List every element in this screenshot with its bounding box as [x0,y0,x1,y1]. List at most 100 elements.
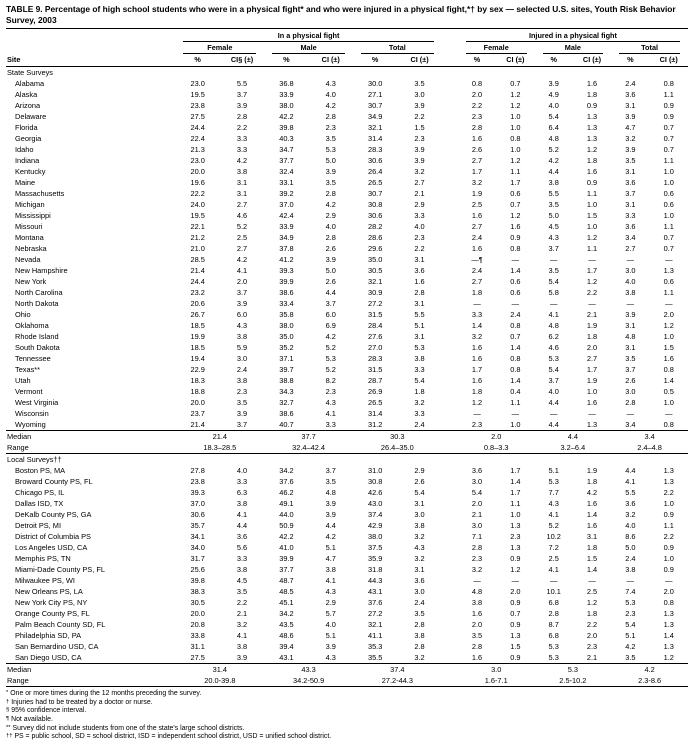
percent-header: % [457,54,497,68]
ci-cell: 1.1 [663,90,674,100]
percent-cell: 4.0 [625,521,636,531]
stat-value-cell: 1.6-7.1 [457,675,535,688]
percent-cell: 21.2 [190,233,205,243]
stat-label-cell: Range [6,442,176,455]
ci-cell: 1.0 [663,211,674,221]
ci-cell: — [665,255,673,265]
stat-value-cell: 27.2-44.3 [352,675,442,688]
ci-cell: 4.0 [414,222,425,232]
ci-cell: 0.8 [510,244,521,254]
percent-cell: 27.5 [190,653,205,663]
percent-cell: 3.4 [625,233,636,243]
column-gap [442,287,458,298]
percent-cell: 1.6 [471,134,483,144]
percent-cell: 27.1 [367,90,383,100]
percent-cell: 30.5 [190,598,205,608]
ci-cell: 0.5 [663,387,674,397]
ci-cell: 1.3 [586,123,598,133]
percent-cell: 44.3 [367,576,383,586]
ci-cell: 3.8 [236,642,248,652]
percent-cell: —¶ [471,255,483,265]
percent-cell: 28.5 [190,255,205,265]
ci-cell: 3.9 [236,653,248,663]
column-gap [442,166,458,177]
percent-cell: 32.1 [367,620,383,630]
percent-cell: 5.3 [548,477,559,487]
column-gap [441,442,458,455]
ci-cell: 2.4 [236,365,248,375]
percent-cell: 2.0 [471,620,483,630]
ci-cell: 3.3 [414,409,425,419]
ci-cell: 4.1 [236,631,248,641]
percent-cell: 21.0 [190,244,205,254]
ci-cell: 0.7 [663,233,674,243]
footnote-text: Injuries had to be treated by a doctor o… [11,698,153,706]
percent-cell: 7.4 [625,587,636,597]
ci-cell: 3.5 [414,79,425,89]
ci-cell: 4.2 [236,156,248,166]
ci-cell: 5.4 [414,376,425,386]
column-gap [442,122,458,133]
ci-cell: 1.7 [510,488,521,498]
ci-cell: 2.8 [414,620,425,630]
percent-cell: 4.2 [548,156,559,166]
table-row: New Orleans PS, LA 38.3 3.5 48.5 4.3 43.1 3.0 4… [6,586,688,597]
site-cell: Mississippi [15,211,51,221]
ci-cell: 0.7 [510,200,521,210]
percent-cell: 41.0 [279,543,294,553]
site-cell: Detroit PS, MI [15,521,61,531]
footnote-symbol: †† [6,733,13,740]
ci-cell: 0.9 [510,653,521,663]
table-row: Rhode Island 19.9 3.8 35.0 4.2 27.6 3.1 3.2 0.7 6… [6,331,688,342]
ci-cell: 3.2 [414,653,425,663]
ci-cell: 2.7 [236,244,248,254]
percent-cell: 22.4 [190,134,205,144]
percent-cell: 37.1 [279,354,294,364]
footnote-symbol: § [6,707,10,714]
column-gap [442,276,458,287]
percent-cell: 5.1 [625,631,636,641]
ci-cell: 0.9 [510,233,521,243]
site-cell: North Dakota [15,299,59,309]
percent-cell: 1.6 [471,244,483,254]
ci-cell: 3.8 [325,565,336,575]
site-col-spacer [6,42,175,54]
ci-cell: 1.4 [663,376,674,386]
percent-cell: — [550,299,558,309]
percent-cell: 26.7 [190,310,205,320]
ci-cell: 0.8 [510,354,521,364]
ci-cell: 2.3 [325,123,336,133]
ci-cell: 4.7 [325,554,336,564]
ci-cell: 0.4 [510,387,521,397]
ci-cell: 3.0 [414,90,425,100]
percent-cell: 38.0 [279,321,294,331]
ci-cell: 0.9 [663,543,674,553]
table-row: Montana 21.2 2.5 34.9 2.8 28.6 2.3 2.4 0.9 4.3 1.2… [6,232,688,243]
percent-cell: 37.6 [367,598,383,608]
stat-value-cell: 37.7 [264,430,353,443]
percent-cell: 4.8 [471,587,483,597]
injured-group-header: Injured in a physical fight [458,30,688,43]
stat-value-cell: 30.3 [352,430,442,443]
percent-cell: 20.6 [190,299,205,309]
site-cell: South Dakota [15,343,60,353]
yrbs-data-table: In a physical fight Injured in a physica… [6,30,688,688]
ci-cell: 3.8 [236,167,248,177]
percent-cell: 2.8 [471,543,483,553]
percent-cell: 3.9 [625,112,636,122]
percent-cell: 42.4 [279,211,294,221]
ci-cell: 4.2 [325,200,336,210]
ci-cell: 3.9 [414,145,425,155]
percent-cell: 3.7 [625,189,636,199]
site-cell: Michigan [15,200,45,210]
percent-header: % [175,54,220,68]
site-cell: Indiana [15,156,40,166]
injured-group-label: Injured in a physical fight [465,30,680,43]
table-row: San Diego USD, CA 27.5 3.9 43.1 4.3 35.5 3.2 1.… [6,652,688,664]
percent-cell: 39.4 [279,642,294,652]
percent-cell: 19.5 [190,90,205,100]
table-row: New Hampshire 21.4 4.1 39.3 5.0 30.5 3.6 2.4 1.4… [6,265,688,276]
percent-cell: 35.8 [279,310,294,320]
ci-cell: 1.6 [510,222,521,232]
percent-cell: 5.5 [548,189,559,199]
